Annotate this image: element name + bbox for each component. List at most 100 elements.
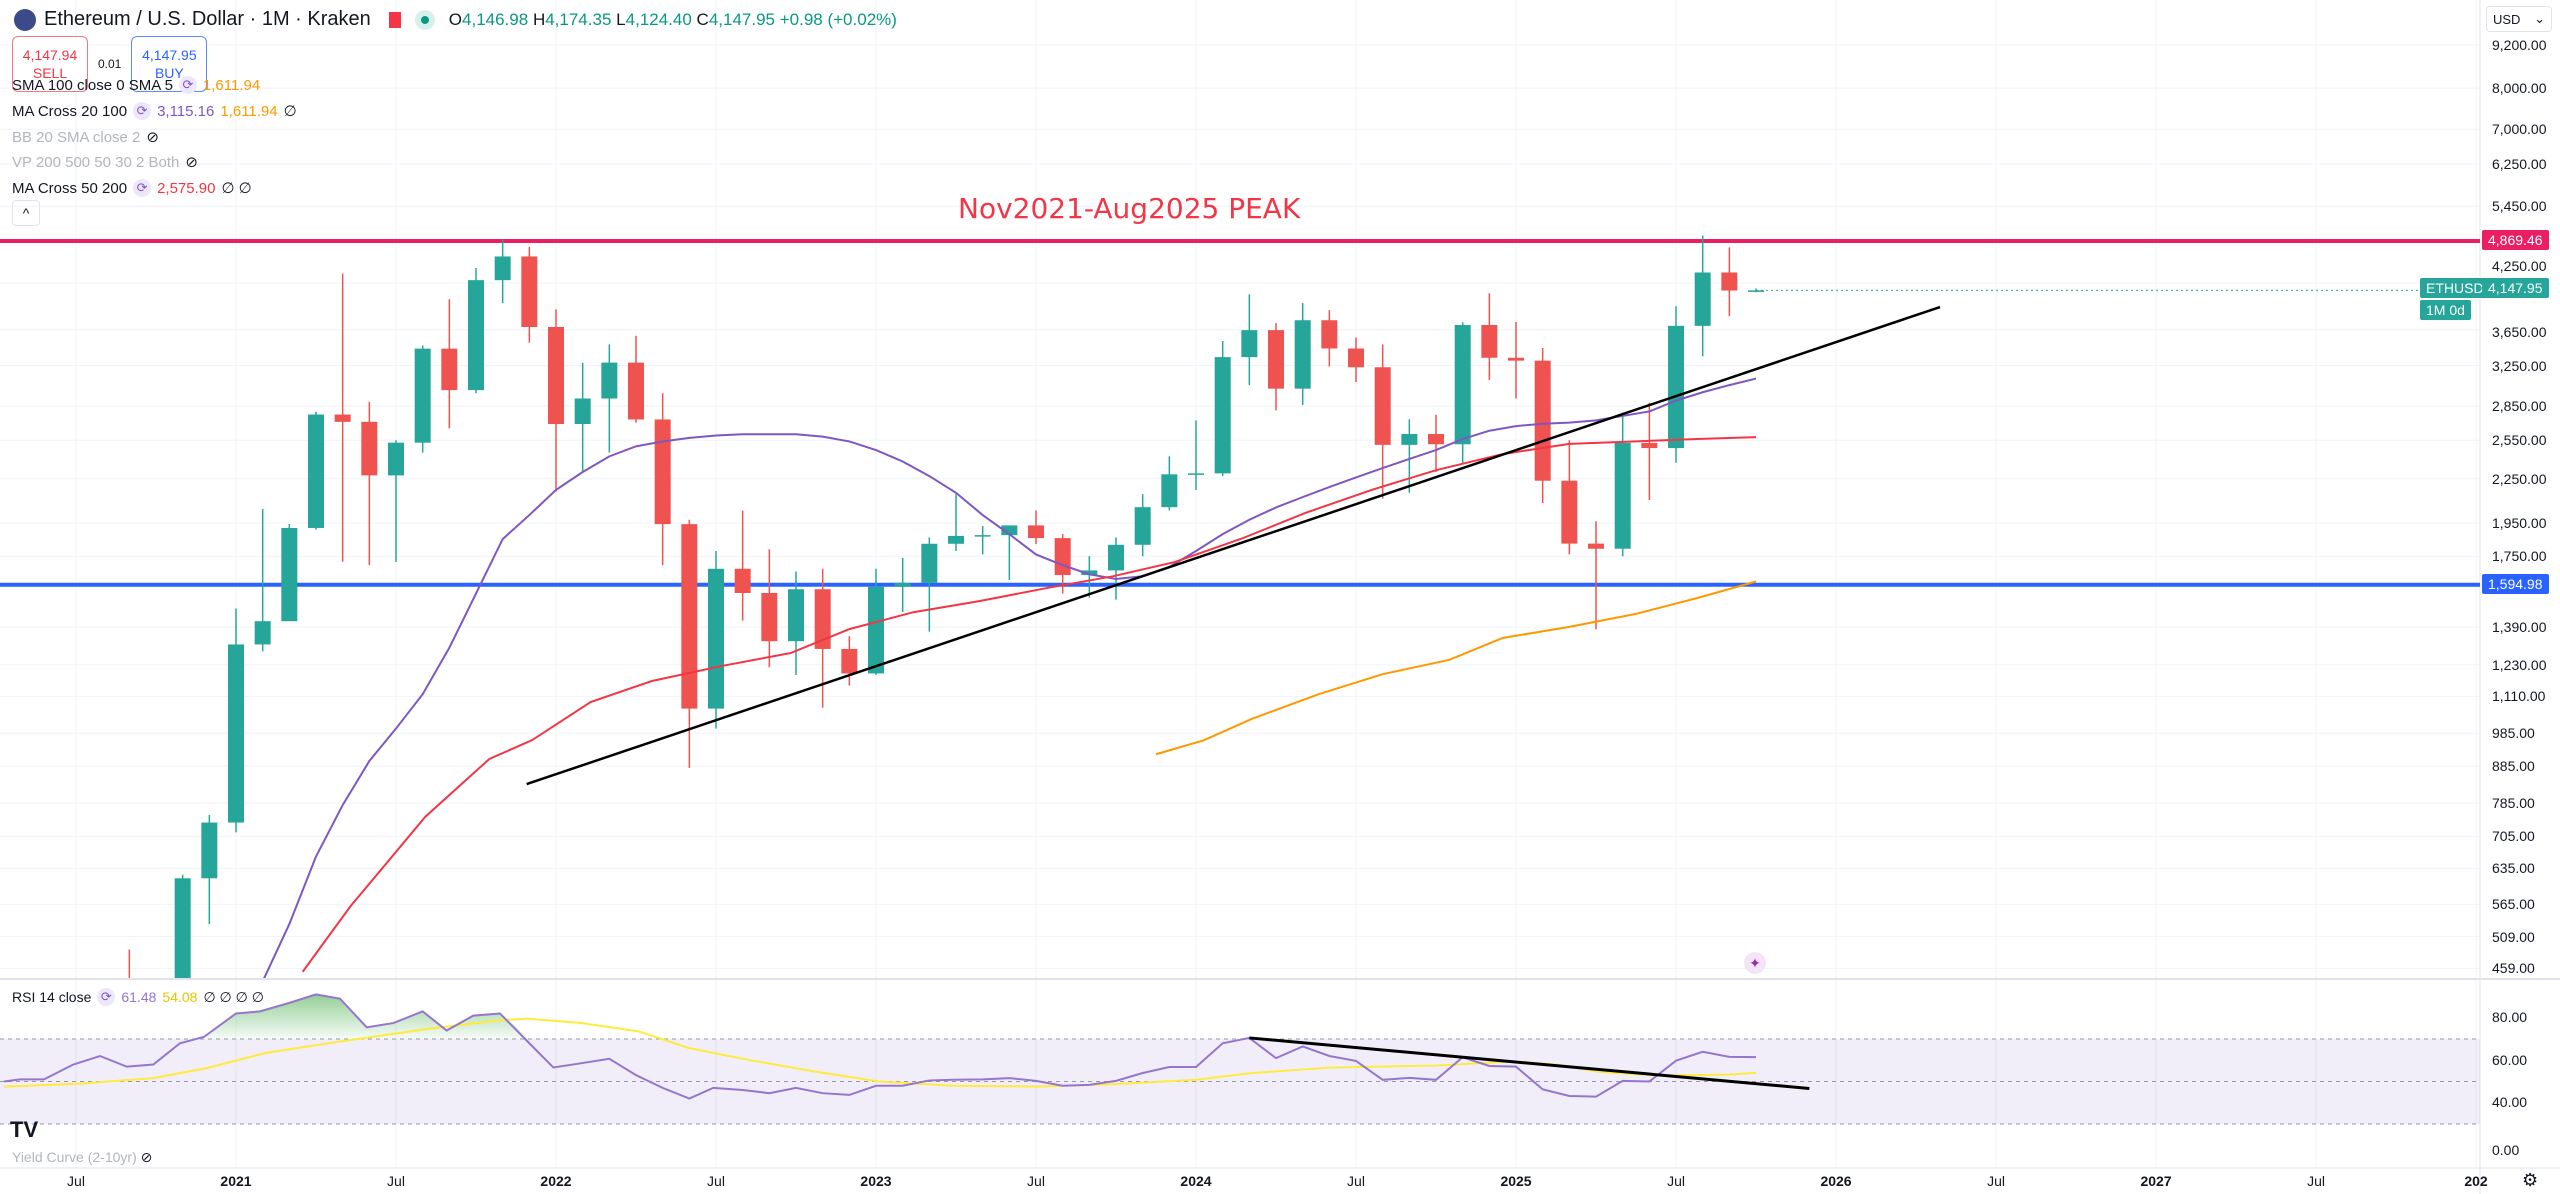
candle-up: [1001, 525, 1018, 536]
candle-down: [1508, 357, 1525, 361]
time-tick-label: Jul: [387, 1173, 405, 1189]
candle-down: [841, 648, 858, 674]
candle-up: [201, 822, 218, 879]
symbol-header[interactable]: Ethereum / U.S. Dollar · 1M · Kraken O4,…: [14, 8, 897, 31]
price-tick-label: 1,110.00: [2492, 688, 2546, 705]
time-tick-label: 202: [2464, 1173, 2488, 1189]
ma20-line: [263, 377, 1757, 978]
price-tick-label: 2,850.00: [2492, 397, 2547, 414]
time-tick-label: 2021: [220, 1173, 251, 1189]
time-tick-label: Jul: [1027, 1173, 1045, 1189]
ai-assistant-icon[interactable]: ✦: [1744, 952, 1766, 974]
indicator-sma100[interactable]: SMA 100 close 0 SMA 5 ⟳ 1,611.94: [12, 76, 261, 94]
candle-up: [1081, 570, 1098, 576]
candle-down: [1428, 434, 1445, 445]
candle-up: [708, 568, 725, 709]
rsi-tick-label: 0.00: [2492, 1142, 2520, 1158]
indicator-ma-cross-20-100[interactable]: MA Cross 20 100 ⟳ 3,115.16 1,611.94 ∅: [12, 102, 297, 120]
candle-up: [1668, 325, 1685, 449]
buy-button[interactable]: 4,147.95 BUY: [131, 36, 208, 92]
flag-icon[interactable]: [388, 11, 401, 28]
candle-down: [1374, 367, 1391, 445]
rsi-legend[interactable]: RSI 14 close ⟳ 61.48 54.08 ∅ ∅ ∅ ∅: [12, 988, 264, 1006]
hidden-eye-icon[interactable]: ⊘: [146, 129, 159, 146]
ma50-line: [301, 436, 1757, 973]
price-tick-label: 5,450.00: [2492, 198, 2547, 215]
peak-price-tag: 4,869.46: [2482, 230, 2549, 250]
currency-select[interactable]: USD ⌄: [2486, 6, 2552, 32]
market-open-icon: [414, 9, 435, 30]
candle-up: [414, 348, 431, 443]
price-tick-label: 4,250.00: [2492, 258, 2547, 274]
candle-up: [1401, 434, 1418, 445]
price-tick-label: 7,000.00: [2492, 121, 2547, 138]
sell-button[interactable]: 4,147.94 SELL: [12, 36, 88, 92]
hidden-eye-icon[interactable]: ⊘: [140, 1149, 153, 1165]
candle-up: [1161, 474, 1178, 508]
candle-down: [334, 414, 351, 422]
price-pane: [0, 235, 2480, 978]
candle-up: [1241, 330, 1258, 358]
candle-down: [681, 524, 698, 709]
candle-up: [1694, 272, 1711, 326]
candle-up: [494, 256, 511, 281]
candle-up: [281, 527, 298, 622]
candle-up: [308, 414, 325, 528]
candle-up: [1294, 320, 1311, 389]
settings-gear-icon[interactable]: ⚙: [2522, 1170, 2539, 1190]
price-tick-label: 885.00: [2492, 758, 2535, 775]
symbol-tag: ETHUSD: [2420, 278, 2490, 298]
trade-panel: 4,147.94 SELL 0.01 4,147.95 BUY: [12, 36, 208, 92]
tradingview-logo-icon[interactable]: TV: [10, 1117, 39, 1142]
time-tick-label: 2024: [1180, 1173, 1211, 1189]
candle-down: [654, 419, 671, 525]
candle-down: [1054, 538, 1071, 576]
price-tick-label: 565.00: [2492, 896, 2535, 913]
symbol-title[interactable]: Ethereum / U.S. Dollar · 1M · Kraken: [44, 8, 371, 30]
sync-icon[interactable]: ⟳: [133, 179, 152, 197]
candle-down: [1348, 348, 1365, 368]
peak-annotation[interactable]: Nov2021-Aug2025 PEAK: [958, 192, 1301, 225]
candle-down: [734, 568, 751, 593]
candle-up: [974, 535, 991, 537]
candle-up: [894, 582, 911, 587]
candle-up: [948, 535, 965, 544]
candle-down: [761, 592, 778, 642]
candle-up: [1188, 473, 1205, 475]
time-tick-label: 2025: [1500, 1173, 1531, 1189]
indicator-ma-cross-50-200[interactable]: MA Cross 50 200 ⟳ 2,575.90 ∅ ∅: [12, 179, 252, 197]
price-tick-label: 705.00: [2492, 828, 2535, 845]
price-tick-label: 3,650.00: [2492, 324, 2547, 340]
rsi-tick-label: 80.00: [2492, 1009, 2528, 1025]
price-tick-label: 1,390.00: [2492, 619, 2547, 636]
hidden-eye-icon[interactable]: ⊘: [185, 154, 198, 171]
price-tick-label: 635.00: [2492, 860, 2535, 877]
indicator-bb[interactable]: BB 20 SMA close 2 ⊘: [12, 128, 159, 147]
candle-down: [1321, 320, 1338, 349]
time-tick-label: 2026: [1820, 1173, 1851, 1189]
rsi-tick-label: 40.00: [2492, 1094, 2528, 1110]
yield-curve-indicator[interactable]: Yield Curve (2-10yr) ⊘: [12, 1149, 153, 1165]
ohlc-values: O4,146.98 H4,174.35 L4,124.40 C4,147.95 …: [448, 9, 897, 29]
time-tick-label: 2022: [540, 1173, 571, 1189]
candle-down: [521, 256, 538, 328]
candle-up: [468, 280, 485, 391]
sync-icon[interactable]: ⟳: [178, 76, 197, 94]
price-tick-label: 509.00: [2492, 928, 2535, 945]
candle-down: [1028, 525, 1045, 539]
price-tick-label: 6,250.00: [2492, 156, 2547, 173]
sma100-line: [1155, 580, 1757, 756]
indicator-vp[interactable]: VP 200 500 50 30 2 Both ⊘: [12, 153, 198, 172]
candle-down: [1588, 543, 1605, 549]
collapse-legend-button[interactable]: ^: [12, 200, 40, 226]
candle-down: [814, 589, 831, 649]
price-tick-label: 9,200.00: [2492, 37, 2547, 54]
price-tick-label: 8,000.00: [2492, 80, 2547, 97]
sync-icon[interactable]: ⟳: [133, 102, 152, 120]
time-tick-label: Jul: [1987, 1173, 2005, 1189]
rsi-trendline: [1249, 1036, 1810, 1091]
ethereum-logo-icon: [14, 8, 36, 31]
sync-icon[interactable]: ⟳: [97, 988, 116, 1006]
price-tick-label: 1,750.00: [2492, 548, 2547, 565]
